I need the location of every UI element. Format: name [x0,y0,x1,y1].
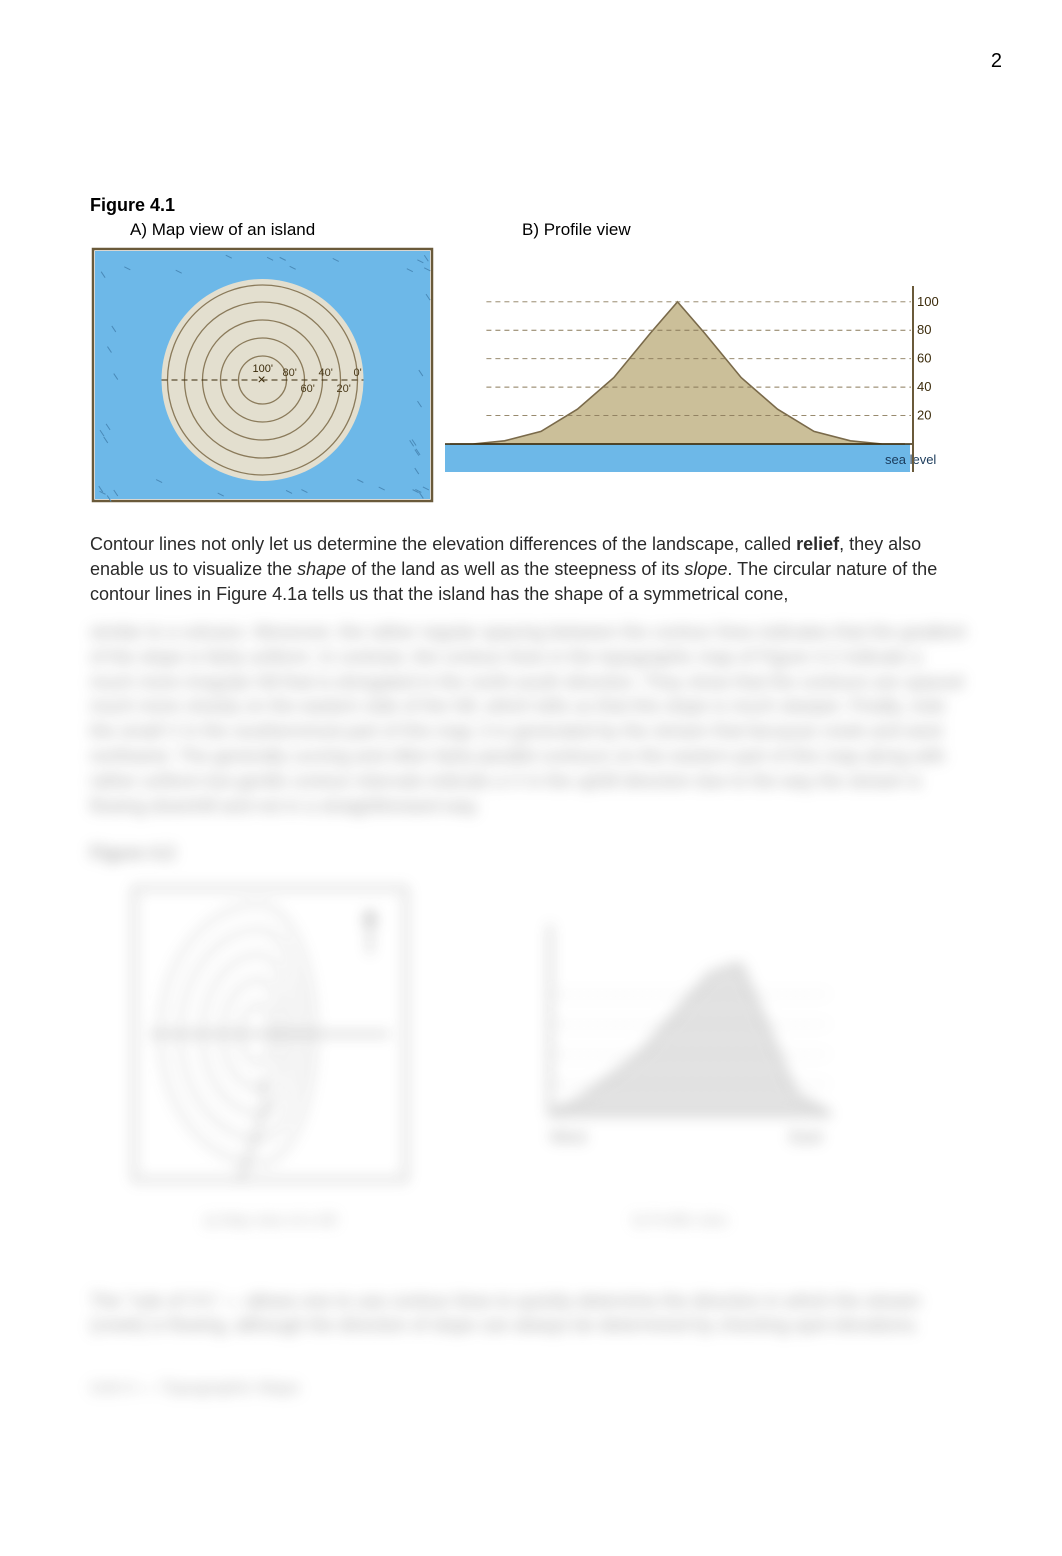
body-paragraph: Contour lines not only let us determine … [90,532,970,606]
svg-text:40: 40 [917,379,931,394]
figure-4-1-title: Figure 4.1 [90,195,970,216]
figure-4-2-title: Figure 4.2 [90,843,970,864]
figure-4-2-map: a) Map view of a hill [130,884,410,1229]
blurred-paragraph: similar to a volcano. Moreover, the rath… [90,620,970,819]
blurred-footer: Unit 4 — Topographic Maps [90,1378,970,1398]
svg-text:60': 60' [301,383,315,395]
svg-text:100: 100 [917,294,939,309]
svg-text:40': 40' [319,367,333,379]
svg-text:sea level: sea level [885,452,936,467]
svg-text:West: West [550,1129,587,1146]
main-content: Figure 4.1 A) Map view of an island B) P… [90,195,970,606]
term-slope: slope [684,559,727,579]
figure-4-1-label-b: B) Profile view [522,220,631,240]
figure-4-1-label-a: A) Map view of an island [130,220,522,240]
svg-text:100': 100' [253,363,273,375]
svg-text:60: 60 [917,351,931,366]
blurred-paragraph-2: The "rule of V's" — allows one to use co… [90,1289,970,1339]
figure-4-1: 0'20'40'60'80'×100' 10080604020sea level [90,246,970,504]
figure-4-1-map-view: 0'20'40'60'80'×100' [90,246,435,504]
figure-4-2-profile: West East b) Profile view [510,884,850,1229]
svg-text:20: 20 [917,408,931,423]
figure-4-2-caption-b: b) Profile view [510,1212,850,1229]
svg-text:80: 80 [917,322,931,337]
term-relief: relief [796,534,839,554]
page-number: 2 [991,50,1002,73]
text-run: of the land as well as the steepness of … [346,559,684,579]
figure-4-1-profile-view: 100 80 60 40 20 sea level [435,246,965,504]
text-run: Contour lines not only let us determine … [90,534,796,554]
svg-text:20': 20' [337,383,351,395]
term-shape: shape [297,559,346,579]
figure-4-1-sublabels: A) Map view of an island B) Profile view [130,220,970,240]
svg-text:0': 0' [354,367,362,379]
blurred-preview: similar to a volcano. Moreover, the rath… [90,620,970,1398]
svg-text:80': 80' [283,367,297,379]
svg-text:East: East [790,1129,823,1146]
figure-4-2: a) Map view of a hill West East b) Profil… [130,884,970,1229]
figure-4-2-caption-a: a) Map view of a hill [130,1212,410,1229]
